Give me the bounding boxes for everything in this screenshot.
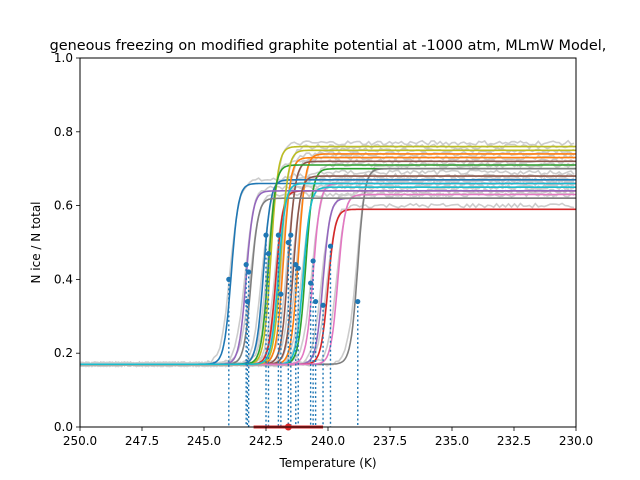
midpoint-marker [244,298,250,305]
midpoint-marker [293,262,299,268]
midpoint-marker [226,276,232,282]
midpoint-marker [327,243,334,249]
midpoint-marker [243,262,249,268]
midpoint-marker [288,232,294,238]
x-tick-label: 237.5 [373,434,407,448]
y-tick-label: 0.4 [54,272,73,286]
midpoint-marker [265,250,272,257]
x-axis-ticks: 250.0 247.5 245.0 242.5 240.0 237.5 235.0 232.5… [63,427,593,448]
x-tick-label: 245.0 [187,434,221,448]
midpoint-marker [275,232,281,238]
chart-title: geneous freezing on modified graphite po… [50,38,607,54]
transition-markers [228,235,359,427]
y-tick-label: 0.6 [54,199,73,213]
midpoint-marker [295,265,301,271]
y-tick-label: 0.0 [54,420,73,434]
y-tick-label: 1.0 [54,51,73,65]
midpoint-marker [313,298,319,305]
midpoint-markers [226,232,361,308]
y-tick-label: 0.2 [54,346,73,360]
midpoint-marker [310,258,316,264]
midpoint-marker [285,239,291,246]
x-tick-label: 247.5 [125,434,159,448]
x-tick-label: 240.0 [311,434,345,448]
midpoint-marker [263,232,269,238]
x-tick-label: 250.0 [63,434,97,448]
midpoint-marker [278,291,284,297]
x-tick-label: 230.0 [559,434,593,448]
midpoint-marker [308,280,314,286]
midpoint-marker [355,298,361,305]
y-axis-label: N ice / N total [29,201,43,283]
x-tick-label: 232.5 [497,434,531,448]
x-axis-label: Temperature (K) [278,456,376,470]
y-axis-ticks: 0.0 0.2 0.4 0.6 0.8 1.0 [54,51,80,434]
midpoint-marker [246,269,252,275]
x-tick-label: 242.5 [249,434,283,448]
midpoint-marker [320,302,326,308]
x-tick-label: 235.0 [435,434,469,448]
fitted-curves [80,145,576,366]
y-tick-label: 0.8 [54,125,73,139]
fitted-curve [80,182,576,366]
